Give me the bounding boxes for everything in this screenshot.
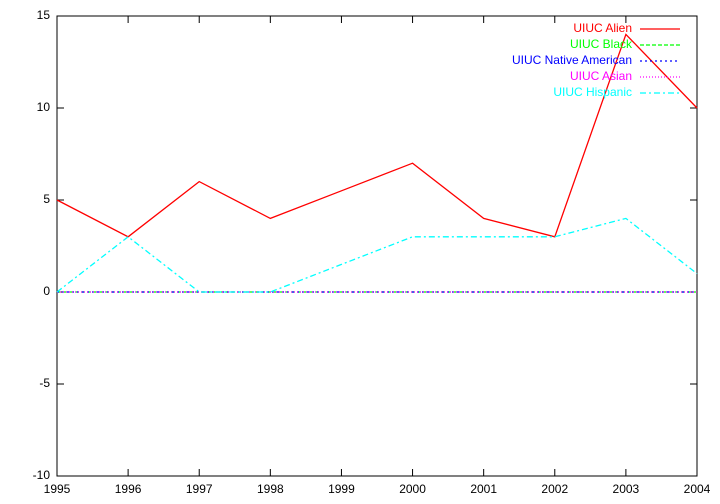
series-line xyxy=(56,33,698,238)
y-tick-label: 0 xyxy=(43,284,50,298)
x-tick-label: 1998 xyxy=(257,482,284,496)
x-tick-label: 1995 xyxy=(44,482,71,496)
y-tick-label: -10 xyxy=(33,468,51,482)
legend-label: UIUC Alien xyxy=(573,21,632,35)
x-tick-label: 1999 xyxy=(328,482,355,496)
x-tick-label: 2002 xyxy=(541,482,568,496)
y-tick-label: -5 xyxy=(39,376,50,390)
y-tick-label: 10 xyxy=(37,100,51,114)
x-tick-label: 2000 xyxy=(399,482,426,496)
legend-label: UIUC Native American xyxy=(512,53,632,67)
y-tick-label: 5 xyxy=(43,192,50,206)
y-tick-label: 15 xyxy=(37,8,51,22)
series-line xyxy=(56,217,698,293)
x-tick-label: 2001 xyxy=(470,482,497,496)
x-tick-label: 2003 xyxy=(613,482,640,496)
legend-label: UIUC Black xyxy=(570,37,633,51)
x-tick-label: 2004 xyxy=(684,482,711,496)
legend-label: UIUC Asian xyxy=(570,69,632,83)
x-tick-label: 1996 xyxy=(115,482,142,496)
x-tick-label: 1997 xyxy=(186,482,213,496)
legend-label: UIUC Hispanic xyxy=(553,85,632,99)
plot-border xyxy=(56,15,698,477)
